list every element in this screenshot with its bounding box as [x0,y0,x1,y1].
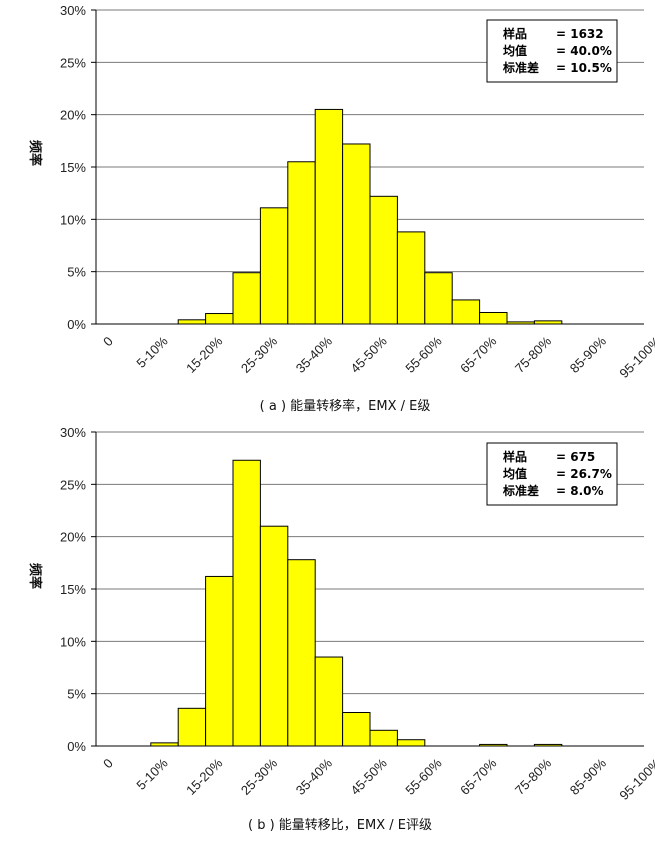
stat-value-samples-b: = 675 [556,450,595,464]
x-tick-label-a-2: 15-20% [183,333,226,376]
chart-panel-b: 0% 5% 10% 15% 20% 25% 30% 0 5-10% 15-20% 25-30% 35… [27,425,655,833]
x-tick-label-b-5: 45-50% [348,755,391,798]
y-tick-label-a-4: 20% [60,108,86,123]
y-tick-label-a-1: 5% [67,265,86,280]
x-tick-label-a-8: 75-80% [512,333,555,376]
bar-b-7 [287,559,316,747]
stat-label-std-a: 标准差 [502,60,539,75]
y-tick-label-a-2: 10% [60,212,86,227]
stats-box-frame-a [486,19,618,83]
y-tick-label-a-6: 30% [60,3,86,18]
bar-a-7 [287,161,316,325]
stat-value-std-b: = 8.0% [556,484,604,498]
x-tick-label-a-3: 25-30% [238,333,281,376]
y-tick-label-a-0: 0% [67,317,86,332]
x-tick-label-a-6: 55-60% [402,333,445,376]
bar-a-5 [232,272,261,325]
y-axis-label-a: 频率 [27,140,43,166]
stat-value-samples-a: = 1632 [556,27,604,41]
y-tick-label-a-5: 25% [60,55,86,70]
bar-a-9 [342,143,371,325]
bar-a-8 [314,108,344,325]
x-tick-label-b-10: 95-100% [616,755,655,803]
x-tick-label-b-7: 65-70% [457,755,500,798]
bar-b-9 [342,712,371,747]
bar-a-10 [369,195,398,325]
bar-a-12 [424,272,453,325]
stat-label-samples-a: 样品 [503,26,527,41]
caption-b: ( b ) 能量转移比，EMX / E评级 [248,818,432,833]
x-tick-label-a-5: 45-50% [348,333,391,376]
stats-box-frame-b [486,442,618,506]
stat-value-mean-b: = 26.7% [556,467,612,481]
x-tick-label-b-6: 55-60% [402,755,445,798]
y-tick-label-b-4: 20% [60,530,86,545]
stat-label-mean-a: 均值 [503,43,527,58]
caption-a: ( a ) 能量转移率，EMX / E级 [260,398,431,414]
bar-a-3 [177,319,207,325]
x-tick-label-a-1: 5-10% [133,333,170,370]
axes-a [91,9,644,325]
x-tick-labels-a: 0 5-10% 15-20% 25-30% 35-40% 45-50% 55-60% 65-7… [100,333,655,381]
stat-label-std-b: 标准差 [502,483,539,498]
y-tick-label-b-5: 25% [60,477,86,492]
stat-value-std-a: = 10.5% [556,61,612,75]
bars-a [177,108,563,325]
bar-b-8 [314,656,344,747]
y-tick-label-b-3: 15% [60,582,86,597]
y-tick-label-b-0: 0% [67,739,86,754]
x-tick-label-a-7: 65-70% [457,333,500,376]
bar-a-4 [205,313,234,325]
x-tick-label-a-9: 85-90% [567,333,610,376]
x-tick-label-a-4: 35-40% [293,333,336,376]
y-tick-label-b-6: 30% [60,425,86,440]
x-tick-label-b-3: 25-30% [238,755,281,798]
stat-value-mean-a: = 40.0% [556,44,612,58]
chart-panel-a: 0% 5% 10% 15% 20% 25% 30% 0 5-10% 15-20% 25-30% 35… [27,3,655,414]
y-tick-label-a-3: 15% [60,160,86,175]
x-tick-label-b-4: 35-40% [293,755,336,798]
stat-label-samples-b: 样品 [503,449,527,464]
bars-b [150,459,563,747]
stats-box-b: 样品 = 675 均值 = 26.7% 标准差 = 8.0% [486,442,618,506]
x-tick-label-a-0: 0 [100,334,116,350]
bar-b-4 [205,575,234,747]
bar-a-6 [259,207,289,325]
x-tick-labels-b: 0 5-10% 15-20% 25-30% 35-40% 45-50% 55-60% 65-7… [100,755,655,803]
bar-b-5 [232,459,261,747]
axes-b [91,431,644,747]
stat-label-mean-b: 均值 [503,466,527,481]
y-tick-label-b-1: 5% [67,687,86,702]
x-tick-label-b-0: 0 [100,756,116,772]
bar-a-11 [396,231,426,325]
x-tick-label-b-9: 85-90% [567,755,610,798]
x-tick-label-b-2: 15-20% [183,755,226,798]
y-axis-label-b: 频率 [27,563,43,589]
bar-a-14 [479,311,508,325]
bar-b-6 [259,525,289,747]
x-tick-label-b-1: 5-10% [133,755,170,792]
bar-b-11 [396,739,426,747]
x-tick-label-a-10: 95-100% [616,333,655,381]
bar-b-10 [369,729,398,747]
y-tick-labels-b: 0% 5% 10% 15% 20% 25% 30% [60,425,86,754]
x-tick-label-b-8: 75-80% [512,755,555,798]
stats-box-a: 样品 = 1632 均值 = 40.0% 标准差 = 10.5% [486,19,618,83]
y-tick-label-b-2: 10% [60,634,86,649]
y-tick-labels-a: 0% 5% 10% 15% 20% 25% 30% [60,3,86,332]
bar-a-13 [451,299,481,325]
bar-b-3 [177,707,207,747]
